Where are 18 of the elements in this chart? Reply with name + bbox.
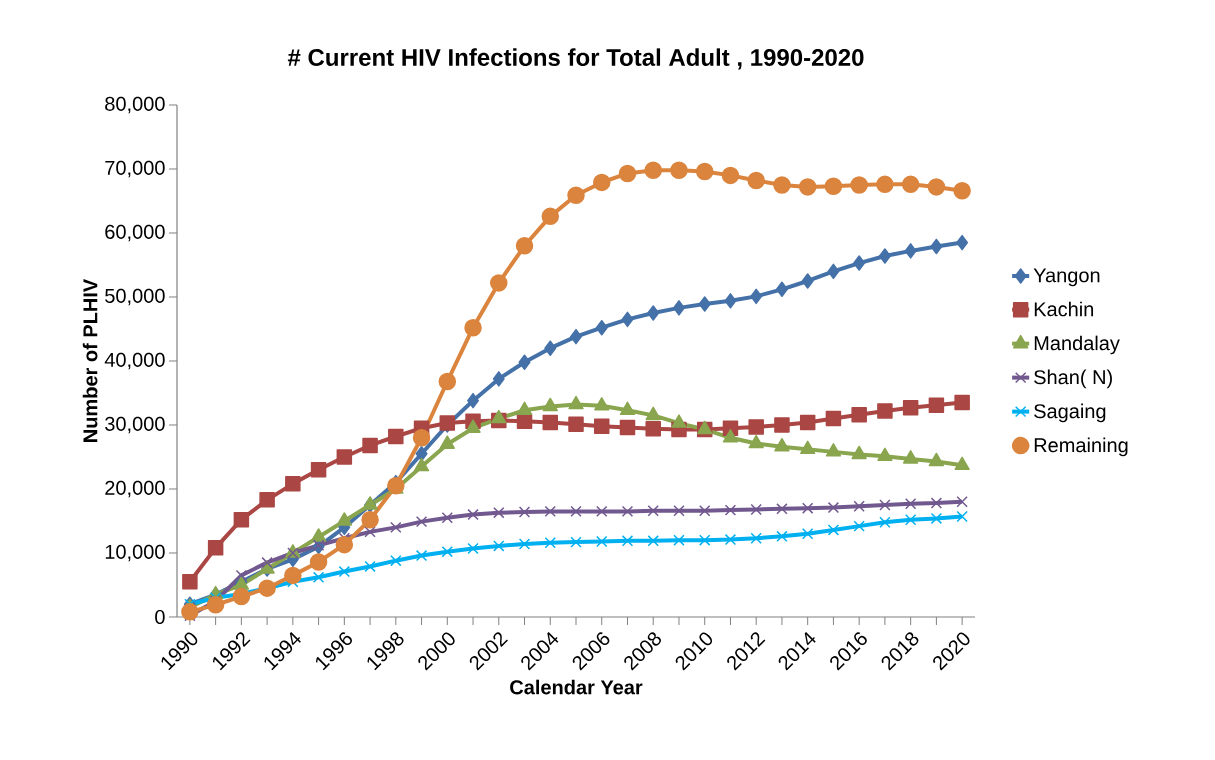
legend-label: Kachin	[1034, 301, 1094, 317]
chart-title: # Current HIV Infections for Total Adult , 1990-2020	[287, 48, 864, 70]
legend-label: Sagaing	[1034, 403, 1106, 423]
y-tick-label: 40,000	[104, 352, 165, 370]
y-tick-label: 70,000	[105, 160, 165, 178]
y-tick-label: 0	[155, 609, 165, 625]
y-axis-title: Number of PLHIV	[82, 278, 98, 442]
y-tick-label: 30,000	[105, 416, 165, 434]
legend-label: Mandalay	[1034, 335, 1120, 355]
legend-label: Shan( N)	[1034, 369, 1112, 389]
x-axis-title: Calendar Year	[510, 679, 643, 695]
y-tick-label: 50,000	[105, 288, 165, 306]
legend-label: Yangon	[1033, 268, 1100, 287]
y-tick-label: 10,000	[105, 544, 165, 562]
legend-label: Remaining	[1034, 437, 1128, 457]
y-tick-label: 60,000	[105, 224, 165, 242]
y-tick-label: 20,000	[105, 480, 165, 498]
y-tick-label: 80,000	[105, 96, 165, 114]
